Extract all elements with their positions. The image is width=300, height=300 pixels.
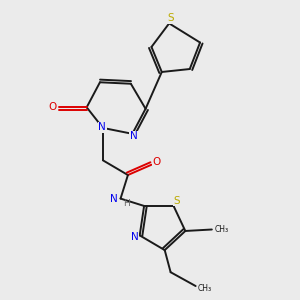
- Text: S: S: [173, 196, 180, 206]
- Text: N: N: [98, 122, 106, 132]
- Text: S: S: [167, 13, 174, 23]
- Text: O: O: [153, 158, 161, 167]
- Text: CH₃: CH₃: [198, 284, 212, 293]
- Text: H: H: [123, 199, 130, 208]
- Text: O: O: [48, 102, 56, 112]
- Text: CH₃: CH₃: [214, 225, 228, 234]
- Text: N: N: [110, 194, 118, 204]
- Text: N: N: [130, 232, 138, 242]
- Text: N: N: [130, 131, 138, 141]
